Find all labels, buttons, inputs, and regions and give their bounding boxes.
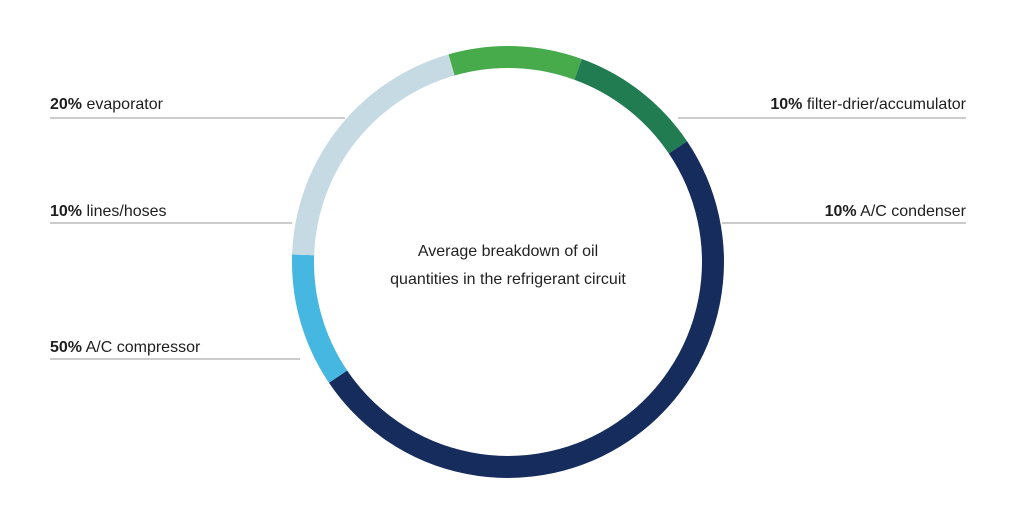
donut-slice-filter-drier-accumulator xyxy=(448,46,582,80)
label-lines-hoses-name: lines/hoses xyxy=(86,203,167,220)
chart-center-title: Average breakdown of oil quantities in t… xyxy=(358,238,658,294)
label-filter-drier-pct: 10% xyxy=(770,96,803,113)
center-title-line-2: quantities in the refrigerant circuit xyxy=(390,271,626,288)
label-evaporator-name: evaporator xyxy=(86,96,163,113)
donut-slice-a-c-condenser xyxy=(574,59,688,154)
label-compressor: 50% A/C compressor xyxy=(50,338,200,358)
label-filter-drier: 10% filter-drier/accumulator xyxy=(770,95,966,115)
donut-slice-lines-hoses xyxy=(292,254,348,383)
label-evaporator-pct: 20% xyxy=(50,96,83,113)
label-condenser-pct: 10% xyxy=(824,203,857,220)
donut-slice-a-c-compressor xyxy=(328,141,724,478)
label-lines-hoses-pct: 10% xyxy=(50,203,83,220)
label-condenser: 10% A/C condenser xyxy=(825,202,966,222)
label-filter-drier-name: filter-drier/accumulator xyxy=(806,96,966,113)
center-title-line-1: Average breakdown of oil xyxy=(417,243,599,260)
label-condenser-name: A/C condenser xyxy=(860,203,966,220)
donut-slice-evaporator xyxy=(292,54,455,256)
label-compressor-pct: 50% xyxy=(50,339,83,356)
label-lines-hoses: 10% lines/hoses xyxy=(50,202,167,222)
label-evaporator: 20% evaporator xyxy=(50,95,163,115)
label-compressor-name: A/C compressor xyxy=(85,339,201,356)
